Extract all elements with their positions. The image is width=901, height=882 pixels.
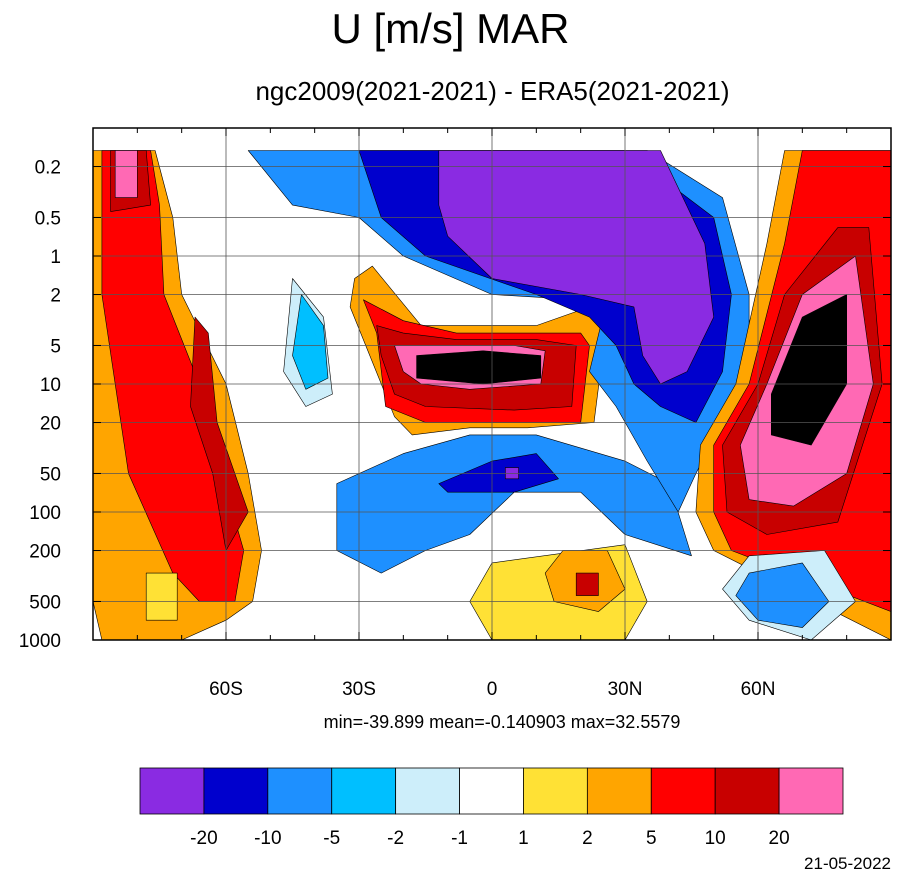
colorbar-swatch — [586, 767, 652, 815]
y-tick-label: 5 — [50, 336, 61, 357]
colorbar-swatch — [267, 767, 333, 815]
colorbar-label: -20 — [190, 828, 217, 849]
x-tick-label: 60S — [209, 679, 243, 700]
x-tick-label: 30N — [608, 679, 643, 700]
x-tick-label: 60N — [741, 679, 776, 700]
contour-region — [114, 150, 138, 198]
contour-region — [575, 572, 599, 596]
colorbar: -20 -10 -5 -2 -1 1 2 5 10 20 — [139, 767, 844, 849]
y-tick-label: 100 — [29, 503, 61, 524]
y-tick-label: 50 — [40, 464, 61, 485]
colorbar-label: -1 — [451, 828, 468, 849]
y-tick-label: 200 — [29, 542, 61, 563]
y-tick-label: 1 — [50, 247, 61, 268]
colorbar-swatch — [203, 767, 269, 815]
contour-region — [438, 150, 715, 385]
contour-regions — [93, 150, 891, 640]
colorbar-label: 10 — [705, 828, 726, 849]
contour-region — [101, 150, 244, 602]
colorbar-swatch — [778, 767, 844, 815]
colorbar-swatch — [650, 767, 716, 815]
colorbar-swatch — [523, 767, 588, 815]
colorbar-swatch — [459, 767, 524, 815]
y-tick-label: 500 — [29, 592, 61, 613]
colorbar-swatch — [331, 767, 397, 815]
contour-region — [145, 572, 178, 621]
colorbar-label: -2 — [387, 828, 404, 849]
colorbar-label: -10 — [254, 828, 281, 849]
x-axis: 60S 30S 0 30N 60N — [136, 128, 848, 700]
y-tick-label: 2 — [50, 286, 61, 307]
stats-line: min=-39.899 mean=-0.140903 max=32.5579 — [323, 712, 681, 732]
y-tick-label: 0.2 — [35, 158, 61, 179]
chart-subtitle: ngc2009(2021-2021) - ERA5(2021-2021) — [255, 76, 730, 106]
colorbar-swatch — [139, 767, 205, 815]
contour-region — [735, 562, 830, 628]
x-tick-label: 0 — [487, 679, 498, 700]
colorbar-label: 2 — [582, 828, 593, 849]
date-stamp: 21-05-2022 — [804, 854, 891, 873]
colorbar-label: -5 — [323, 828, 340, 849]
colorbar-label: 20 — [769, 828, 790, 849]
y-axis: 0.2 0.5 1 2 5 10 20 50 100 200 500 1000 — [19, 158, 891, 652]
chart-title: U [m/s] MAR — [331, 5, 570, 52]
y-tick-label: 10 — [40, 375, 61, 396]
colorbar-swatch — [395, 767, 460, 815]
colorbar-label: 5 — [646, 828, 657, 849]
x-tick-label: 30S — [342, 679, 376, 700]
y-tick-label: 0.5 — [35, 208, 61, 229]
colorbar-swatch — [714, 767, 780, 815]
contour-region — [190, 316, 249, 551]
y-tick-label: 20 — [40, 414, 61, 435]
contour-region — [416, 350, 542, 385]
colorbar-label: 1 — [518, 828, 529, 849]
y-tick-label: 1000 — [19, 631, 61, 652]
